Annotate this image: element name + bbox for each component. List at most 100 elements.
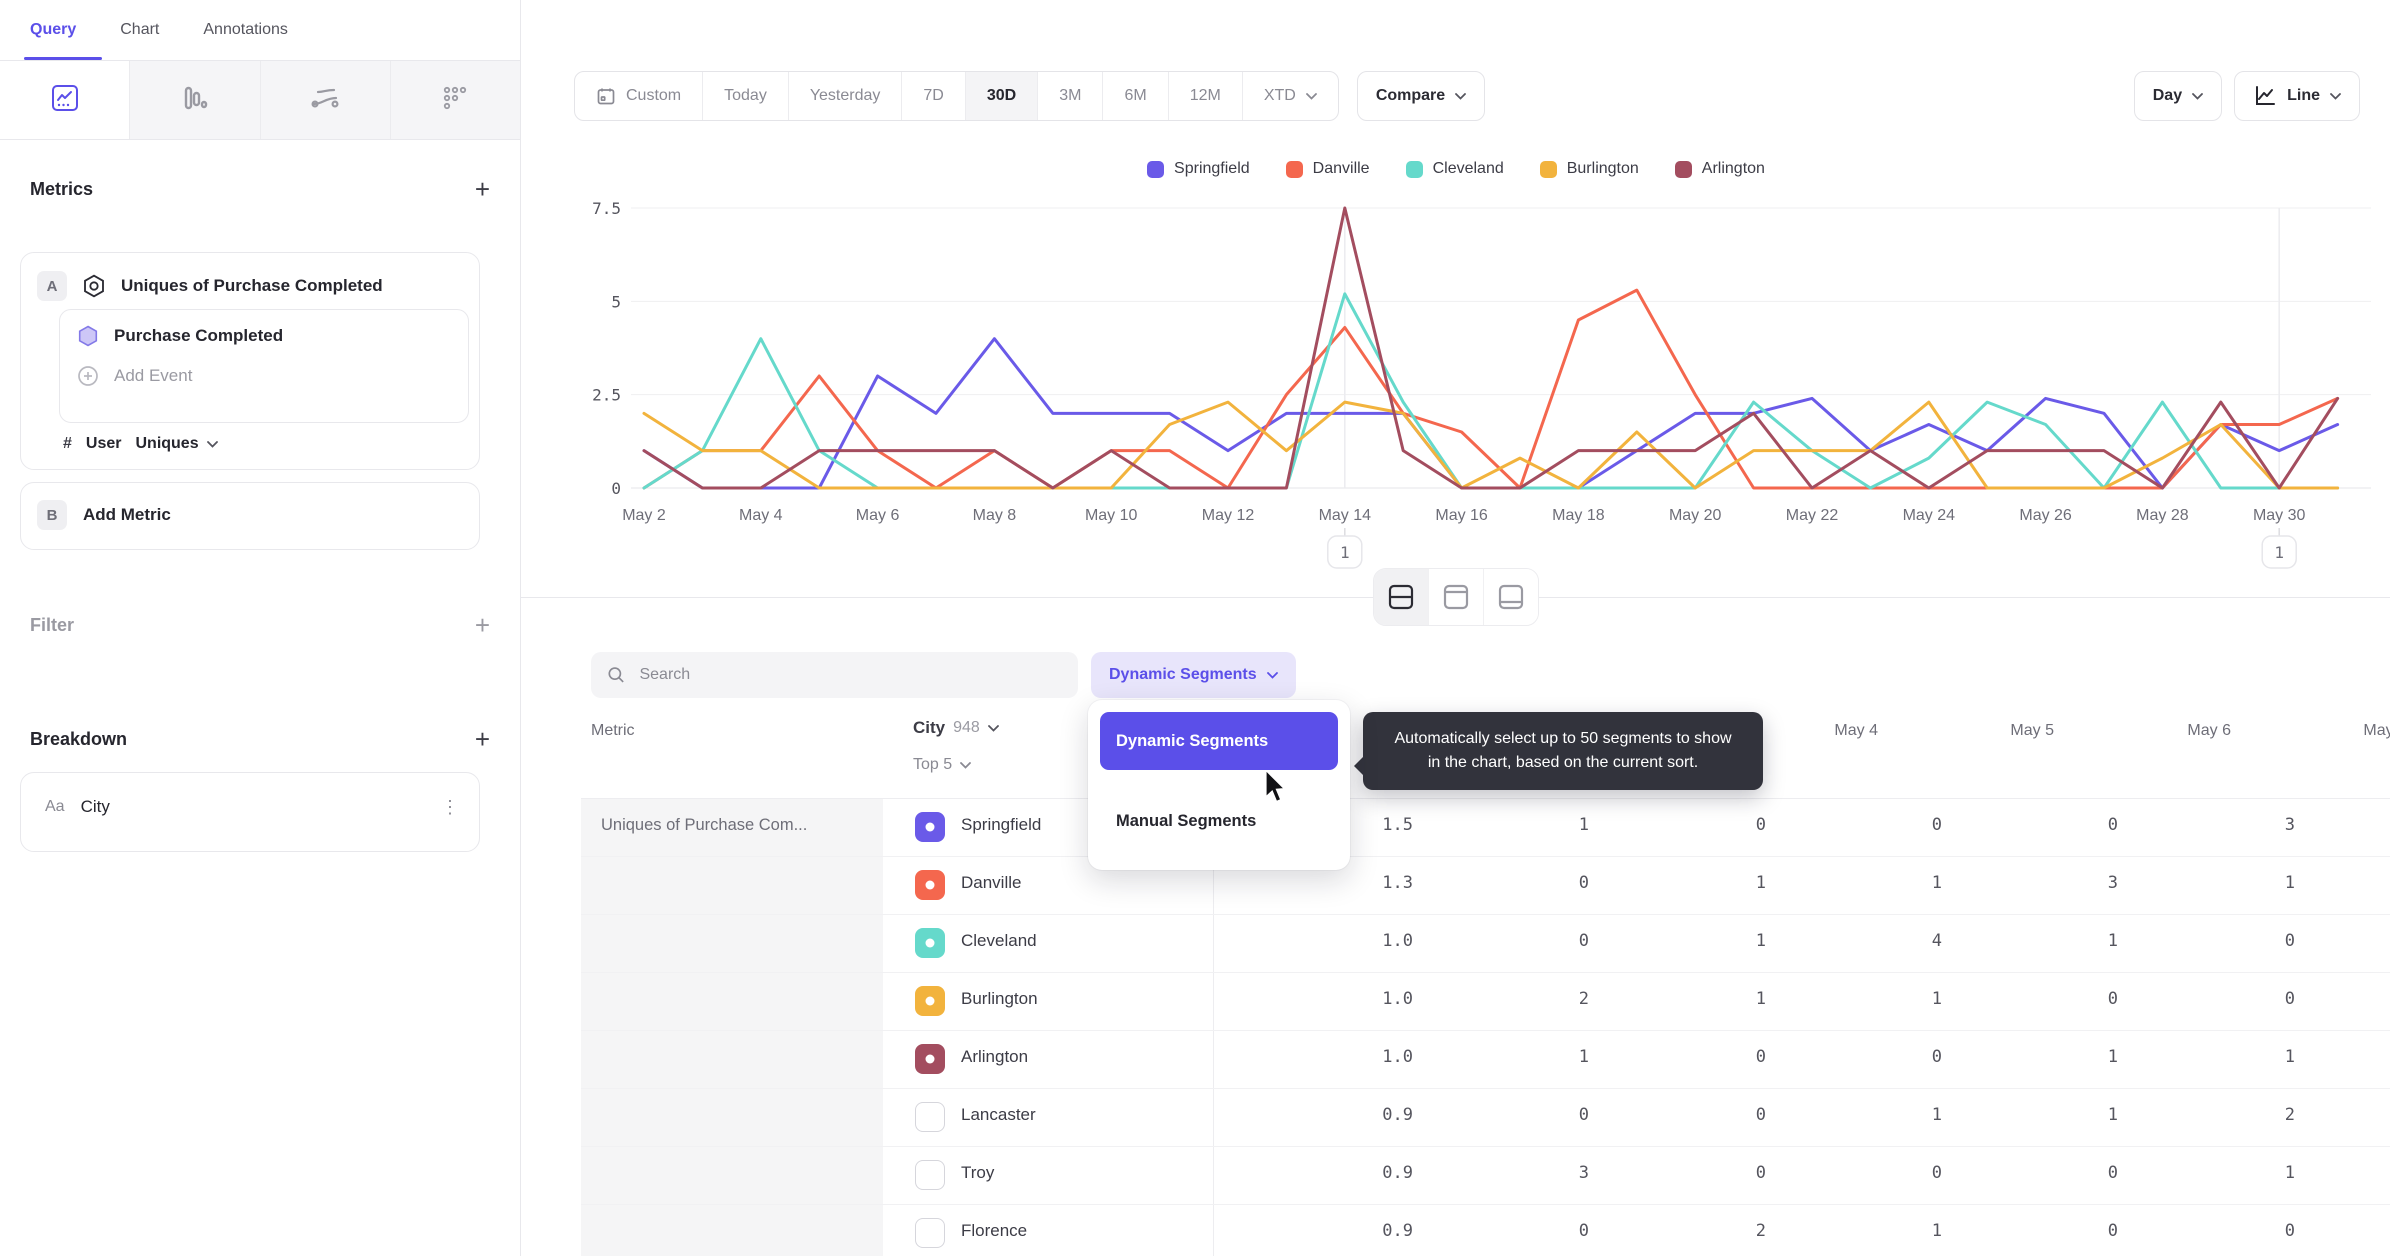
- legend-item[interactable]: Burlington: [1539, 160, 1639, 178]
- table-value: 3: [2107, 873, 2118, 893]
- table-metric-cell: Uniques of Purchase Com...: [581, 799, 883, 1256]
- add-breakdown-button[interactable]: +: [474, 724, 490, 754]
- segment-name: Cleveland: [961, 931, 1037, 950]
- legend-swatch-icon: [1147, 160, 1165, 178]
- measure-user-label[interactable]: User: [85, 435, 122, 452]
- layout-split-button[interactable]: [1373, 569, 1428, 625]
- event-label[interactable]: Purchase Completed: [114, 326, 284, 345]
- add-metric-button[interactable]: Add Metric: [83, 505, 171, 524]
- chart-style-button[interactable]: Line: [2234, 71, 2360, 121]
- segment-search[interactable]: [591, 652, 1078, 698]
- y-axis-label: 5: [611, 292, 621, 311]
- breakdown-city-card[interactable]: Aa City ⋮: [20, 772, 480, 852]
- table-date-header: May 5: [2010, 722, 2054, 739]
- segment-checkbox[interactable]: [915, 812, 945, 842]
- line-chart-icon: [50, 83, 80, 118]
- x-axis-label: May 20: [1669, 507, 1722, 524]
- range-xtd[interactable]: XTD: [1241, 72, 1338, 120]
- table-header-top5[interactable]: Top 5: [913, 756, 972, 774]
- range-7d[interactable]: 7D: [901, 72, 964, 120]
- table-value: 0: [1578, 873, 1589, 893]
- chart-type-bar-tab[interactable]: [129, 61, 260, 139]
- segment-checkbox[interactable]: [915, 928, 945, 958]
- metric-a-badge: A: [37, 271, 67, 301]
- add-metric-plus-button[interactable]: +: [474, 174, 490, 204]
- segment-checkbox[interactable]: [915, 986, 945, 1016]
- segment-name: Troy: [961, 1163, 995, 1182]
- layout-bottom-button[interactable]: [1482, 569, 1538, 625]
- menu-item-dynamic-segments[interactable]: Dynamic Segments: [1100, 712, 1338, 770]
- search-input[interactable]: [637, 665, 1062, 685]
- annotation-badge[interactable]: 1: [2261, 535, 2297, 569]
- add-filter-button[interactable]: +: [474, 610, 490, 640]
- tab-query[interactable]: Query: [30, 21, 77, 38]
- table-date-header: May 7: [2363, 722, 2390, 739]
- segment-checkbox[interactable]: [915, 870, 945, 900]
- x-axis-label: May 16: [1435, 507, 1488, 524]
- y-axis-label: 7.5: [592, 199, 621, 218]
- segment-name: Springfield: [961, 815, 1042, 834]
- compare-button[interactable]: Compare: [1356, 71, 1486, 121]
- add-event-button[interactable]: Add Event: [114, 366, 193, 385]
- table-value: 0: [1755, 1047, 1766, 1067]
- menu-item-manual-segments[interactable]: Manual Segments: [1116, 811, 1257, 830]
- chart-toolbar: Custom Today Yesterday 7D 30D 3M 6M 12M …: [574, 71, 2360, 121]
- svg-text:1: 1: [1340, 543, 1350, 562]
- legend-item[interactable]: Danville: [1285, 160, 1370, 178]
- layout-top-button[interactable]: [1427, 569, 1483, 625]
- segment-checkbox[interactable]: [915, 1044, 945, 1074]
- range-12m[interactable]: 12M: [1167, 72, 1242, 120]
- x-axis-label: May 26: [2019, 507, 2072, 524]
- legend-item[interactable]: Cleveland: [1405, 160, 1504, 178]
- table-value: 0: [2107, 1221, 2118, 1241]
- table-header-city[interactable]: City 948: [913, 718, 999, 738]
- range-today[interactable]: Today: [702, 72, 788, 120]
- chart-type-scatter-tab[interactable]: [389, 61, 520, 139]
- table-value: 1: [1931, 989, 1942, 1009]
- interval-button[interactable]: Day: [2133, 71, 2223, 121]
- range-custom[interactable]: Custom: [575, 72, 702, 120]
- measure-uniques-select[interactable]: Uniques: [135, 435, 218, 453]
- search-icon: [608, 667, 624, 683]
- x-axis-label: May 18: [1552, 507, 1605, 524]
- chart-type-flow-tab[interactable]: [259, 61, 390, 139]
- table-value: 0: [2107, 815, 2118, 835]
- legend-item[interactable]: Springfield: [1147, 160, 1250, 178]
- chevron-down-icon: [987, 724, 999, 732]
- legend-item[interactable]: Arlington: [1674, 160, 1765, 178]
- chart-type-tabs: [0, 61, 520, 140]
- property-type-icon: Aa: [45, 798, 65, 815]
- top-nav: Query Chart Annotations: [0, 0, 520, 61]
- chevron-down-icon: [960, 761, 972, 769]
- svg-text:1: 1: [2274, 543, 2284, 562]
- tab-annotations[interactable]: Annotations: [203, 21, 288, 38]
- annotation-badge[interactable]: 1: [1327, 535, 1363, 569]
- range-30d[interactable]: 30D: [964, 72, 1038, 120]
- table-value: 0: [1755, 1105, 1766, 1125]
- line-chart[interactable]: 0 2.5 5 7.5 May 2 May 4 May 6 May 8 May 10 May 12…: [561, 188, 2390, 588]
- metric-a-label[interactable]: Uniques of Purchase Completed: [121, 276, 383, 295]
- layout-split-icon: [1388, 584, 1413, 610]
- legend-label: Danville: [1312, 160, 1370, 177]
- y-axis-label: 2.5: [592, 386, 621, 405]
- table-value: 1: [2284, 873, 2295, 893]
- metric-b-card[interactable]: B Add Metric: [20, 482, 480, 550]
- range-3m[interactable]: 3M: [1037, 72, 1102, 120]
- range-6m[interactable]: 6M: [1102, 72, 1167, 120]
- segment-checkbox[interactable]: [915, 1218, 945, 1248]
- table-value: 1: [1931, 1105, 1942, 1125]
- range-yesterday[interactable]: Yesterday: [787, 72, 902, 120]
- segments-mode-button[interactable]: Dynamic Segments: [1091, 652, 1296, 698]
- chart-type-line-tab[interactable]: [0, 61, 130, 139]
- tab-chart[interactable]: Chart: [120, 21, 160, 38]
- table-row: Florence 0.9 0 2 1 0 0: [581, 1205, 2390, 1256]
- hash-icon: #: [63, 435, 72, 452]
- segment-checkbox[interactable]: [915, 1102, 945, 1132]
- table-value: 1: [2284, 1163, 2295, 1183]
- segment-name: Burlington: [961, 989, 1038, 1008]
- x-axis-label: May 8: [973, 507, 1017, 524]
- kebab-menu-icon[interactable]: ⋮: [441, 796, 459, 817]
- legend-label: Springfield: [1174, 160, 1250, 177]
- segment-checkbox[interactable]: [915, 1160, 945, 1190]
- table-row: Troy 0.9 3 0 0 0 1: [581, 1147, 2390, 1205]
